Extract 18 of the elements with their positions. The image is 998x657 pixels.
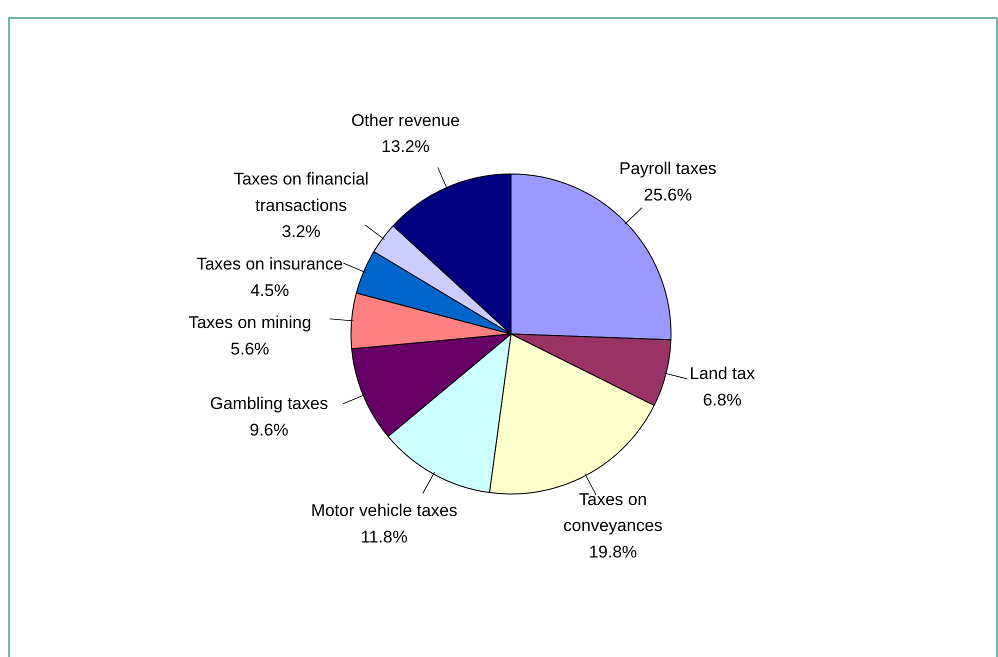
slice-label: Taxes on conveyances [563, 490, 663, 536]
data-label: 9.6% [250, 420, 288, 440]
data-label: 6.8% [702, 390, 742, 410]
slice-label: Motor vehicle taxes [310, 501, 458, 520]
data-label: 3.2% [282, 222, 321, 242]
slice-label: Taxes on mining [188, 313, 312, 332]
data-label: 25.6% [644, 185, 692, 204]
slice-label: Other revenue [351, 110, 460, 130]
slice-label: Taxes on financial transactions [234, 169, 369, 215]
data-label: 5.6% [230, 340, 270, 359]
data-label: 4.5% [250, 280, 290, 300]
slice-label: Taxes on insurance [196, 254, 343, 274]
slice-label: Land tax [690, 364, 756, 384]
data-label: 11.8% [360, 527, 408, 546]
data-label: 13.2% [381, 137, 430, 156]
slice-label: Payroll taxes [619, 158, 717, 178]
slice-label: Gambling taxes [210, 394, 328, 413]
data-label: 19.8% [588, 542, 638, 562]
